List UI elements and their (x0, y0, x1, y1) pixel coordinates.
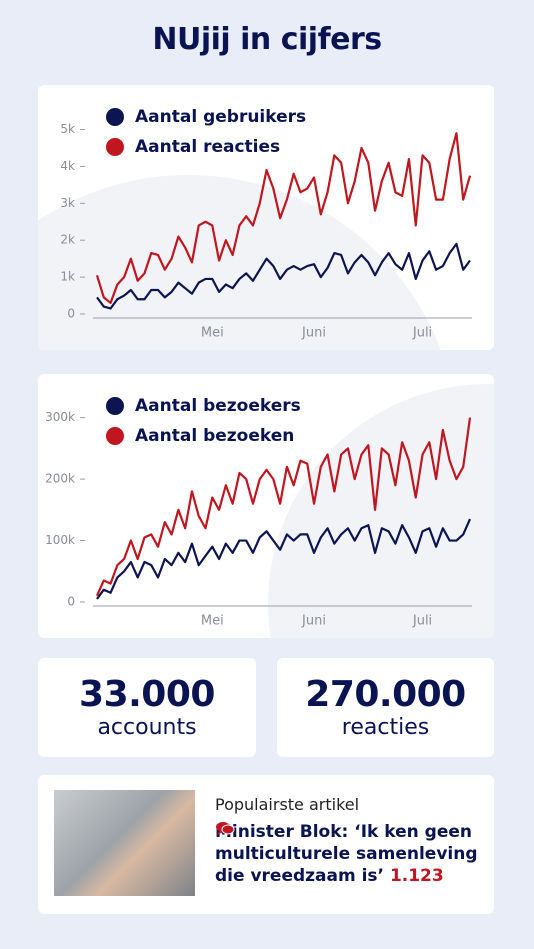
article-label: Populairste artikel (215, 795, 360, 814)
article-headline: Minister Blok: ‘Ik ken geen multiculture… (215, 822, 478, 886)
y-tick-label: 0 (67, 307, 75, 321)
x-tick-label: Mei (201, 614, 224, 629)
x-tick-label: Juni (301, 614, 326, 629)
series-line (95, 132, 472, 305)
y-tick-label: 0 (67, 595, 75, 609)
comment-number: 1.123 (389, 866, 444, 886)
stat-value: 270.000 (305, 674, 466, 715)
chart-card: 0 100k 200k 300k Mei Juni Juli Aantal bezoekers… (38, 374, 494, 638)
chart: 0 100k 200k 300k Mei Juni Juli Aantal bezoekers… (45, 384, 494, 638)
x-tick-label: Mei (201, 326, 224, 341)
stat-label: reacties (341, 715, 430, 740)
series-line (95, 417, 472, 597)
chart-card: 0 1k 2k 3k 4k 5k Mei Juni Juli Aantal gebruikers A… (38, 85, 494, 350)
article-photo (54, 790, 195, 896)
y-tick-label: 200k (45, 472, 75, 486)
y-tick-label: 1k (60, 270, 75, 284)
chart: 0 1k 2k 3k 4k 5k Mei Juni Juli Aantal gebruikers A… (38, 107, 472, 350)
legend-label: Aantal bezoekers (135, 396, 301, 416)
legend-label: Aantal bezoeken (135, 426, 294, 446)
y-tick-label: 100k (45, 533, 75, 547)
article-card[interactable]: Populairste artikel Minister Blok: ‘Ik k… (38, 775, 494, 914)
legend-marker (106, 397, 124, 415)
legend-marker (106, 108, 124, 126)
comment-icon (216, 822, 235, 835)
series-line (96, 518, 472, 600)
page-title: NUjij in cijfers (152, 22, 382, 57)
legend-label: Aantal gebruikers (135, 107, 306, 127)
stat-card: 270.000 reacties (277, 658, 494, 757)
stat-card: 33.000 accounts (38, 658, 256, 757)
comment-count: 1.123 (216, 822, 444, 886)
legend-label: Aantal reacties (135, 137, 280, 157)
y-tick-label: 300k (45, 410, 75, 424)
y-tick-label: 4k (60, 159, 75, 173)
decor-circle (38, 175, 441, 350)
x-tick-label: Juli (412, 326, 432, 341)
y-tick-label: 3k (60, 196, 75, 210)
y-tick-label: 2k (60, 233, 75, 247)
series-line (96, 242, 471, 310)
decor-circle (268, 384, 494, 638)
legend-marker (106, 427, 124, 445)
article-title: Minister Blok: ‘Ik ken geen multiculture… (215, 821, 485, 887)
legend-marker (106, 138, 124, 156)
x-tick-label: Juli (412, 614, 432, 629)
stat-label: accounts (97, 715, 197, 740)
y-tick-label: 5k (60, 122, 75, 136)
x-tick-label: Juni (301, 326, 326, 341)
stat-value: 33.000 (79, 674, 215, 715)
